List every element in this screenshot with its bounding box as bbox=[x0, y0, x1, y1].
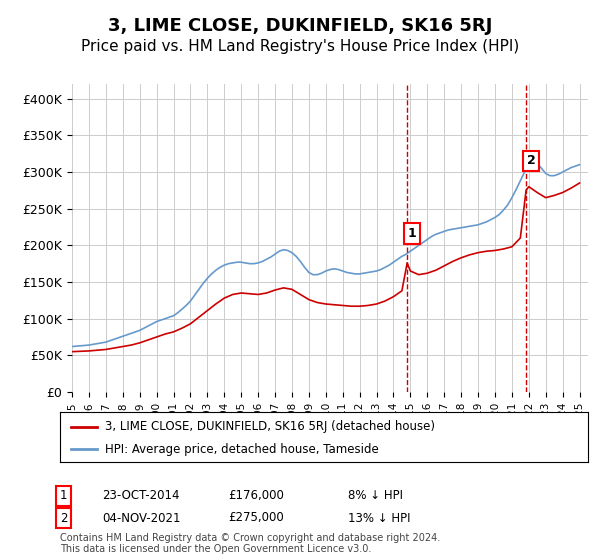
Text: 1: 1 bbox=[60, 489, 67, 502]
Text: HPI: Average price, detached house, Tameside: HPI: Average price, detached house, Tame… bbox=[105, 443, 379, 456]
Text: 04-NOV-2021: 04-NOV-2021 bbox=[102, 511, 181, 525]
Text: £275,000: £275,000 bbox=[228, 511, 284, 525]
Text: 23-OCT-2014: 23-OCT-2014 bbox=[102, 489, 179, 502]
Text: Price paid vs. HM Land Registry's House Price Index (HPI): Price paid vs. HM Land Registry's House … bbox=[81, 39, 519, 54]
Text: 13% ↓ HPI: 13% ↓ HPI bbox=[348, 511, 410, 525]
Text: 2: 2 bbox=[60, 511, 67, 525]
Text: 1: 1 bbox=[408, 227, 416, 240]
Text: 3, LIME CLOSE, DUKINFIELD, SK16 5RJ: 3, LIME CLOSE, DUKINFIELD, SK16 5RJ bbox=[108, 17, 492, 35]
Text: £176,000: £176,000 bbox=[228, 489, 284, 502]
Text: Contains HM Land Registry data © Crown copyright and database right 2024.
This d: Contains HM Land Registry data © Crown c… bbox=[60, 533, 440, 554]
Text: 8% ↓ HPI: 8% ↓ HPI bbox=[348, 489, 403, 502]
Text: 2: 2 bbox=[527, 155, 536, 167]
Text: 3, LIME CLOSE, DUKINFIELD, SK16 5RJ (detached house): 3, LIME CLOSE, DUKINFIELD, SK16 5RJ (det… bbox=[105, 420, 435, 433]
